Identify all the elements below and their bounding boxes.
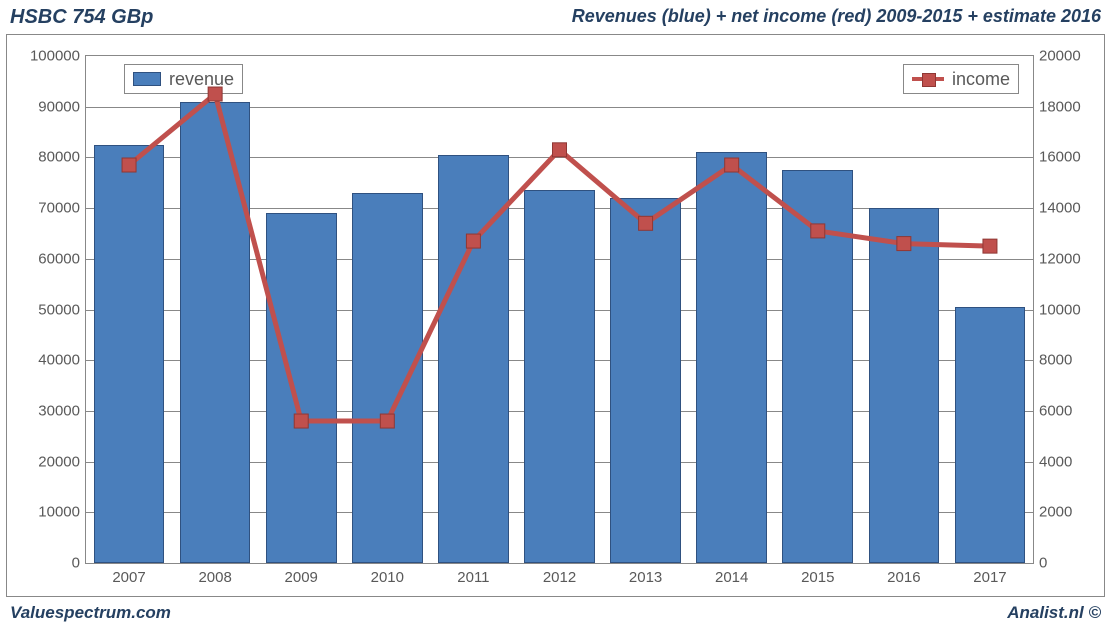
y-tick-left: 70000: [38, 200, 86, 217]
x-tick: 2009: [285, 569, 318, 586]
x-tick: 2010: [371, 569, 404, 586]
revenue-bar: [524, 190, 595, 563]
y-tick-left: 0: [72, 555, 86, 572]
y-tick-right: 2000: [1033, 504, 1072, 521]
revenue-bar: [610, 198, 681, 563]
revenue-bar: [352, 193, 423, 563]
chart-frame: revenue income 0100002000030000400005000…: [6, 34, 1105, 597]
x-tick: 2016: [887, 569, 920, 586]
x-tick: 2007: [112, 569, 145, 586]
y-tick-right: 12000: [1033, 250, 1081, 267]
x-tick: 2012: [543, 569, 576, 586]
title-left: HSBC 754 GBp: [10, 6, 153, 29]
legend-revenue-label: revenue: [169, 69, 234, 90]
revenue-bar: [955, 307, 1026, 563]
x-tick: 2008: [198, 569, 231, 586]
legend-revenue-swatch: [133, 72, 161, 86]
y-tick-left: 100000: [30, 48, 86, 65]
legend-income-label: income: [952, 69, 1010, 90]
revenue-bar: [438, 155, 509, 563]
y-tick-right: 18000: [1033, 98, 1081, 115]
y-tick-right: 14000: [1033, 200, 1081, 217]
y-tick-left: 80000: [38, 149, 86, 166]
y-tick-left: 20000: [38, 453, 86, 470]
legend-income-swatch: [912, 72, 944, 86]
y-tick-right: 4000: [1033, 453, 1072, 470]
plot-area: revenue income 0100002000030000400005000…: [85, 55, 1034, 564]
y-tick-left: 10000: [38, 504, 86, 521]
revenue-bar: [782, 170, 853, 563]
income-marker: [553, 143, 567, 157]
x-tick: 2015: [801, 569, 834, 586]
chart-container: HSBC 754 GBp Revenues (blue) + net incom…: [0, 0, 1111, 627]
x-tick: 2011: [457, 569, 489, 586]
y-tick-right: 10000: [1033, 301, 1081, 318]
title-right: Revenues (blue) + net income (red) 2009-…: [572, 6, 1101, 27]
revenue-bar: [696, 152, 767, 563]
revenue-bar: [266, 213, 337, 563]
y-tick-right: 20000: [1033, 48, 1081, 65]
y-tick-right: 0: [1033, 555, 1047, 572]
x-tick: 2017: [973, 569, 1006, 586]
header: HSBC 754 GBp Revenues (blue) + net incom…: [0, 0, 1111, 30]
revenue-bar: [180, 102, 251, 563]
y-tick-left: 30000: [38, 402, 86, 419]
revenue-bar: [94, 145, 165, 563]
legend-income: income: [903, 64, 1019, 94]
x-tick: 2014: [715, 569, 748, 586]
y-tick-right: 6000: [1033, 402, 1072, 419]
legend-revenue: revenue: [124, 64, 243, 94]
y-tick-left: 40000: [38, 352, 86, 369]
y-tick-left: 50000: [38, 301, 86, 318]
income-marker: [983, 239, 997, 253]
y-tick-right: 8000: [1033, 352, 1072, 369]
y-tick-left: 90000: [38, 98, 86, 115]
y-tick-right: 16000: [1033, 149, 1081, 166]
y-tick-left: 60000: [38, 250, 86, 267]
footer-right: Analist.nl ©: [1007, 603, 1101, 623]
footer: Valuespectrum.com Analist.nl ©: [0, 599, 1111, 627]
revenue-bar: [869, 208, 940, 563]
x-tick: 2013: [629, 569, 662, 586]
footer-left: Valuespectrum.com: [10, 603, 171, 623]
